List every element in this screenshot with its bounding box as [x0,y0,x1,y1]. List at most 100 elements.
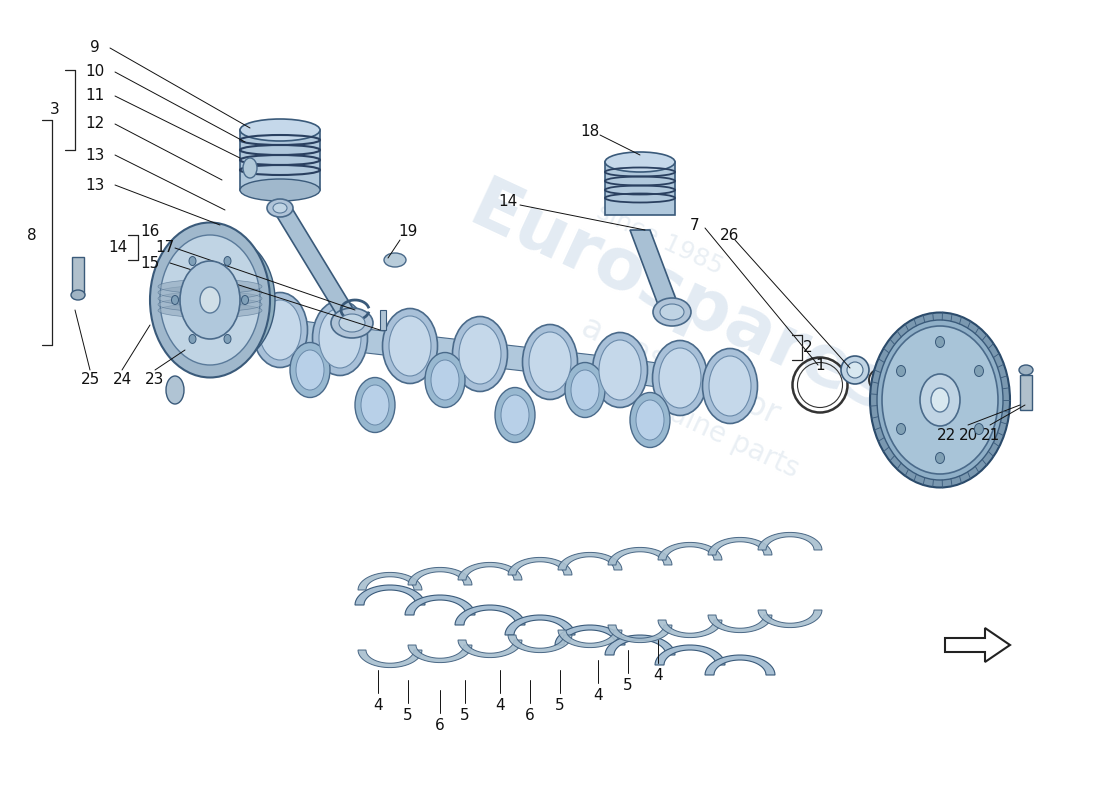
Ellipse shape [877,320,1003,480]
Text: 5: 5 [460,707,470,722]
Text: 5: 5 [404,707,412,722]
Ellipse shape [652,341,707,415]
Polygon shape [605,635,675,655]
Polygon shape [458,640,522,658]
Ellipse shape [522,325,578,399]
Polygon shape [658,542,722,560]
Ellipse shape [224,257,231,266]
Ellipse shape [273,203,287,213]
Text: 4: 4 [373,698,383,713]
Text: 1: 1 [815,358,825,373]
Ellipse shape [842,356,869,384]
Polygon shape [620,358,680,390]
Ellipse shape [660,304,684,320]
Polygon shape [708,538,772,555]
Ellipse shape [870,313,1010,487]
Text: 23: 23 [145,373,165,387]
Polygon shape [455,605,525,625]
Ellipse shape [158,291,262,306]
Ellipse shape [175,236,275,364]
FancyBboxPatch shape [72,257,84,295]
Ellipse shape [339,314,365,332]
Polygon shape [550,350,620,382]
Text: a passion for: a passion for [575,310,784,430]
Polygon shape [708,615,772,633]
Polygon shape [405,595,475,615]
Polygon shape [458,562,522,580]
Text: 3: 3 [51,102,59,118]
Ellipse shape [290,342,330,398]
Ellipse shape [896,423,905,434]
Ellipse shape [253,293,308,367]
Text: 6: 6 [525,707,535,722]
Ellipse shape [565,362,605,418]
Text: 14: 14 [498,194,518,210]
Text: genuine parts: genuine parts [617,377,803,483]
Text: 21: 21 [980,427,1000,442]
Polygon shape [410,334,480,366]
Ellipse shape [389,316,431,376]
Polygon shape [608,547,672,565]
Polygon shape [630,230,680,310]
Text: 13: 13 [86,147,104,162]
Ellipse shape [319,308,361,368]
Ellipse shape [636,400,664,440]
Ellipse shape [258,300,301,360]
Ellipse shape [158,286,262,299]
Ellipse shape [920,374,960,426]
Polygon shape [358,573,422,590]
Text: 14: 14 [109,241,128,255]
Text: 7: 7 [690,218,700,233]
Ellipse shape [431,360,459,400]
Ellipse shape [240,179,320,201]
Ellipse shape [166,376,184,404]
Text: 19: 19 [398,225,418,239]
Polygon shape [505,615,575,635]
Ellipse shape [600,340,641,400]
Polygon shape [480,342,550,374]
Polygon shape [408,645,472,662]
Ellipse shape [452,317,507,391]
Ellipse shape [882,326,998,474]
Ellipse shape [935,453,945,463]
Ellipse shape [896,366,905,377]
Polygon shape [608,625,672,642]
Polygon shape [758,533,822,550]
Ellipse shape [630,393,670,447]
Polygon shape [605,162,675,215]
Ellipse shape [653,298,691,326]
Ellipse shape [224,334,231,343]
Polygon shape [240,130,320,190]
Polygon shape [280,318,340,350]
Ellipse shape [296,350,324,390]
Text: 24: 24 [112,373,132,387]
Ellipse shape [425,353,465,407]
Ellipse shape [150,222,270,378]
Polygon shape [408,567,472,585]
Text: 12: 12 [86,117,104,131]
Ellipse shape [158,298,262,311]
Ellipse shape [459,324,500,384]
Ellipse shape [242,295,249,305]
Text: 10: 10 [86,65,104,79]
Ellipse shape [355,378,395,433]
Ellipse shape [500,395,529,435]
Polygon shape [508,635,572,653]
Ellipse shape [847,362,864,378]
Ellipse shape [160,235,260,365]
Text: 4: 4 [593,687,603,702]
Polygon shape [270,205,360,320]
Text: 5: 5 [556,698,564,713]
Ellipse shape [659,348,701,408]
Text: 25: 25 [80,373,100,387]
Text: 5: 5 [624,678,632,693]
Ellipse shape [158,279,262,294]
Ellipse shape [243,158,257,178]
Ellipse shape [267,199,293,217]
FancyBboxPatch shape [1020,375,1032,410]
Text: 22: 22 [936,427,956,442]
Ellipse shape [1019,365,1033,375]
Ellipse shape [200,287,220,313]
Ellipse shape [593,333,648,407]
Polygon shape [758,610,822,627]
